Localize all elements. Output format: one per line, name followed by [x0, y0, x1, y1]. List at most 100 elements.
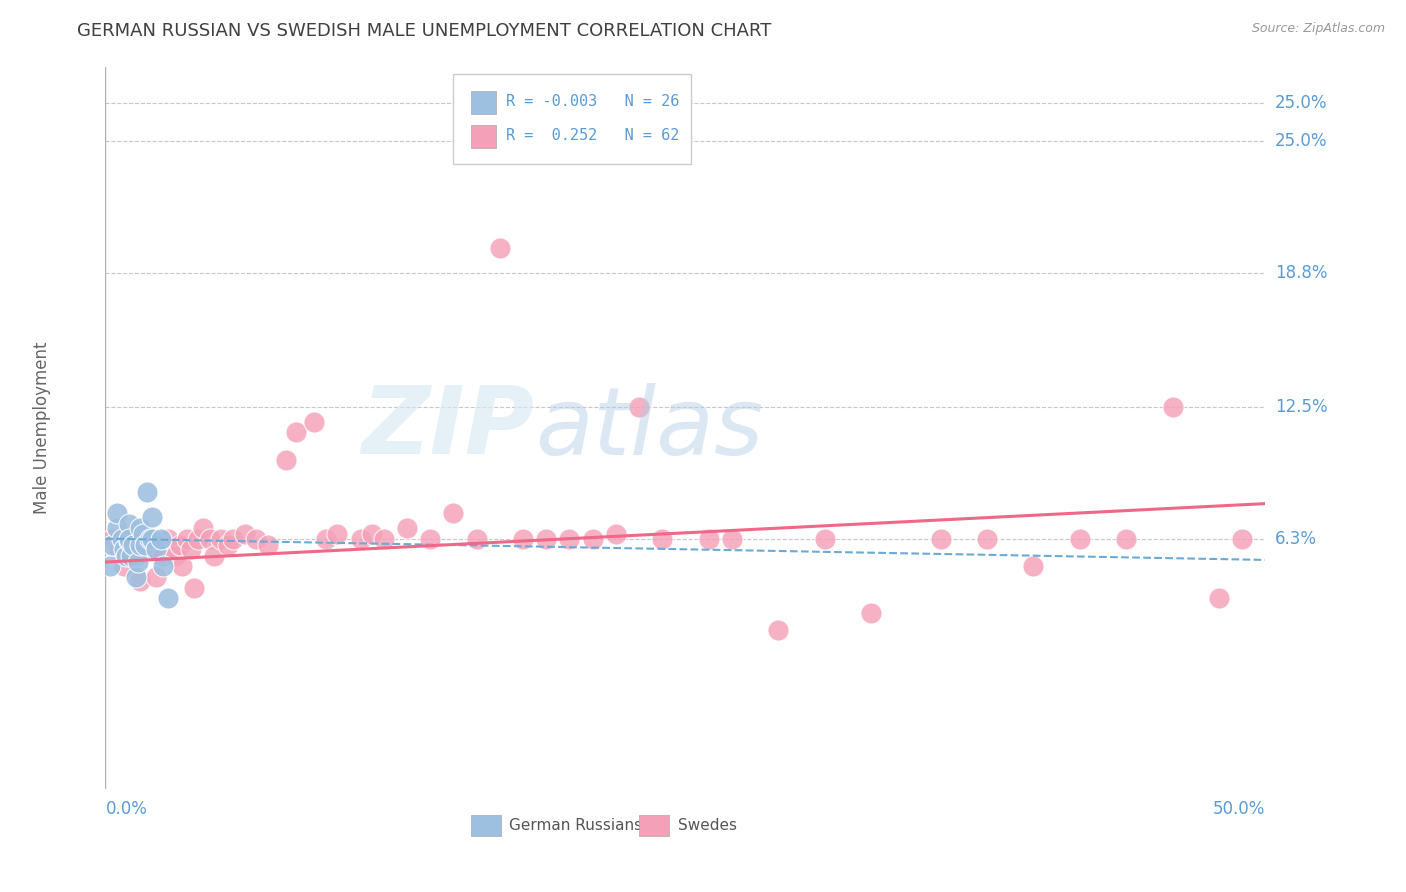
Point — [1161, 400, 1184, 414]
Text: 12.5%: 12.5% — [1275, 398, 1327, 416]
Point — [111, 532, 134, 546]
Point — [138, 532, 160, 546]
FancyBboxPatch shape — [471, 91, 496, 114]
Point — [98, 559, 121, 574]
Point — [373, 532, 395, 546]
Point — [512, 532, 534, 546]
Point — [534, 532, 557, 546]
Point — [145, 542, 167, 557]
Point — [118, 532, 141, 546]
Point — [183, 581, 205, 595]
Point — [122, 538, 145, 552]
Point — [211, 532, 233, 546]
Text: 50.0%: 50.0% — [1213, 800, 1265, 818]
Text: 0.0%: 0.0% — [105, 800, 148, 818]
Point — [134, 538, 156, 552]
Point — [157, 591, 180, 606]
Point — [326, 527, 349, 541]
Point — [198, 532, 221, 546]
Point — [721, 532, 744, 546]
Point — [127, 555, 149, 569]
Text: Swedes: Swedes — [679, 818, 738, 833]
FancyBboxPatch shape — [640, 814, 669, 837]
Point — [361, 527, 384, 541]
Text: R =  0.252   N = 62: R = 0.252 N = 62 — [506, 128, 679, 143]
Text: 25.0%: 25.0% — [1275, 132, 1327, 150]
Point — [222, 532, 245, 546]
Point — [605, 527, 627, 541]
Point — [141, 542, 163, 557]
Text: 18.8%: 18.8% — [1275, 264, 1327, 282]
Point — [860, 606, 883, 620]
Point — [129, 521, 152, 535]
Point — [768, 623, 790, 637]
Point — [257, 538, 280, 552]
Point — [191, 521, 214, 535]
Point — [1069, 532, 1091, 546]
Point — [276, 453, 298, 467]
Point — [152, 559, 174, 574]
Point — [628, 400, 651, 414]
Point — [396, 521, 419, 535]
Point — [1022, 559, 1045, 574]
Point — [1115, 532, 1137, 546]
Point — [284, 425, 307, 440]
FancyBboxPatch shape — [453, 74, 692, 164]
Point — [180, 542, 202, 557]
Point — [651, 532, 673, 546]
Point — [245, 532, 267, 546]
Point — [582, 532, 605, 546]
Text: GERMAN RUSSIAN VS SWEDISH MALE UNEMPLOYMENT CORRELATION CHART: GERMAN RUSSIAN VS SWEDISH MALE UNEMPLOYM… — [77, 22, 772, 40]
Point — [163, 549, 186, 563]
Point — [419, 532, 441, 546]
Point — [558, 532, 581, 546]
Point — [136, 532, 159, 546]
Point — [233, 527, 256, 541]
Point — [150, 532, 173, 546]
Point — [124, 549, 146, 563]
Point — [176, 532, 198, 546]
Point — [349, 532, 371, 546]
Point — [105, 521, 128, 535]
Point — [115, 549, 138, 563]
Text: German Russians: German Russians — [509, 818, 643, 833]
Point — [976, 532, 998, 546]
Point — [131, 527, 153, 541]
Point — [105, 506, 128, 520]
Point — [112, 542, 135, 557]
FancyBboxPatch shape — [471, 814, 501, 837]
Point — [157, 532, 180, 546]
Text: 25.0%: 25.0% — [1275, 94, 1327, 112]
Point — [1208, 591, 1230, 606]
Point — [124, 570, 146, 584]
Text: ZIP: ZIP — [361, 382, 534, 475]
Text: 6.3%: 6.3% — [1275, 530, 1316, 548]
Point — [929, 532, 952, 546]
Point — [120, 549, 142, 563]
Point — [465, 532, 488, 546]
Point — [304, 415, 326, 429]
Point — [122, 532, 145, 546]
Point — [118, 516, 141, 531]
Point — [489, 240, 512, 255]
Point — [112, 559, 135, 574]
Point — [1232, 532, 1254, 546]
Text: Male Unemployment: Male Unemployment — [32, 342, 51, 515]
Point — [129, 538, 152, 552]
FancyBboxPatch shape — [471, 125, 496, 148]
Point — [315, 532, 337, 546]
Point — [101, 532, 124, 546]
Point — [697, 532, 720, 546]
Point — [152, 549, 174, 563]
Text: R = -0.003   N = 26: R = -0.003 N = 26 — [506, 94, 679, 109]
Point — [441, 506, 464, 520]
Point — [134, 538, 156, 552]
Point — [217, 538, 239, 552]
Point — [187, 532, 209, 546]
Point — [170, 559, 193, 574]
Point — [813, 532, 835, 546]
Point — [101, 538, 124, 552]
Point — [136, 484, 159, 499]
Point — [118, 533, 141, 548]
Point — [118, 538, 141, 552]
